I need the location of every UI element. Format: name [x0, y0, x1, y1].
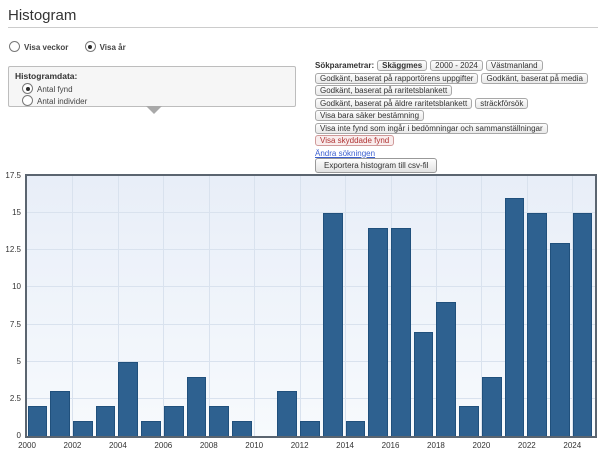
radio-icon[interactable]	[22, 95, 33, 106]
radio-icon[interactable]	[84, 41, 96, 52]
radio-antal-individer[interactable]: Antal individer	[22, 95, 295, 106]
y-tick-label: 7.5	[9, 319, 21, 329]
bar-2011	[277, 391, 298, 436]
bar-2009	[231, 421, 252, 436]
bar-2013	[322, 213, 343, 436]
h-gridline	[27, 249, 595, 251]
bar-2018	[436, 302, 457, 436]
bar-2002	[72, 421, 93, 436]
protected-findings-tag[interactable]: Visa skyddade fynd	[315, 135, 395, 146]
bar-2017	[413, 332, 434, 436]
x-tick-label: 2004	[108, 441, 127, 450]
y-tick-label: 17.5	[5, 171, 21, 180]
bar-2021	[504, 198, 525, 436]
title-separator	[8, 27, 598, 28]
v-gridline	[481, 176, 483, 436]
bar-2005	[141, 421, 161, 436]
x-tick-label: 2016	[381, 441, 400, 450]
bar-2000	[27, 406, 48, 436]
y-tick-label: 10	[12, 282, 21, 292]
h-gridline	[27, 360, 595, 362]
radio-label: Antal individer	[37, 97, 88, 106]
bar-2004	[118, 361, 139, 436]
h-gridline	[27, 212, 595, 214]
view-toggle: Visa veckor Visa år	[9, 41, 140, 52]
h-gridline	[27, 286, 595, 288]
y-tick-label: 0	[16, 431, 21, 440]
bar-2016	[391, 228, 411, 436]
filter-tag[interactable]: Godkänt, baserat på rapportörens uppgift…	[315, 72, 479, 84]
filter-tag[interactable]: Godkänt, baserat på media	[481, 72, 588, 84]
x-tick-label: 2008	[199, 441, 218, 450]
bar-2006	[163, 406, 184, 436]
page-title: Histogram	[8, 7, 77, 24]
h-gridline	[27, 323, 595, 325]
x-tick-label: 2002	[63, 441, 82, 450]
species-tag[interactable]: Skäggmes	[377, 60, 428, 71]
v-gridline	[117, 176, 119, 436]
filter-tag[interactable]: Visa bara säker bestämning	[315, 110, 425, 121]
v-gridline	[254, 176, 256, 436]
bar-2012	[300, 421, 320, 436]
bar-2020	[481, 376, 502, 436]
search-parameters-panel: Sökparametrar: Skäggmes 2000 - 2024 Västman…	[315, 55, 601, 173]
radio-visa-veckor[interactable]: Visa veckor	[9, 41, 71, 52]
x-tick-label: 2010	[245, 441, 264, 450]
x-tick-label: 2020	[472, 441, 491, 450]
region-tag[interactable]: Västmanland	[485, 60, 543, 71]
box-pointer-arrow-icon	[146, 106, 162, 114]
histogramdata-legend: Histogramdata:	[15, 71, 78, 81]
v-gridline	[208, 176, 210, 436]
v-gridline	[163, 176, 165, 436]
bar-2008	[209, 406, 229, 436]
y-tick-label: 5	[16, 356, 21, 366]
radio-label: Visa år	[99, 43, 126, 52]
radio-label: Antal fynd	[37, 85, 73, 94]
x-tick-label: 2018	[427, 441, 445, 450]
radio-icon[interactable]	[9, 41, 20, 52]
export-csv-button[interactable]: Exportera histogram till csv-fil	[315, 158, 438, 173]
radio-antal-fynd[interactable]: Antal fynd	[22, 83, 295, 94]
bar-2024	[572, 213, 593, 436]
period-tag[interactable]: 2000 - 2024	[430, 60, 483, 71]
histogram-chart: 0 2.5 5 7.5 10 12.5 15 17.5 2000 2002 2004 2006 2008…	[0, 170, 603, 458]
radio-label: Visa veckor	[24, 43, 69, 52]
bar-2022	[527, 213, 548, 436]
edit-search-link[interactable]: Ändra sökningen	[315, 148, 376, 158]
v-gridline	[72, 176, 74, 436]
x-tick-label: 2022	[517, 441, 536, 450]
x-tick-label: 2006	[154, 441, 173, 450]
bar-2001	[50, 391, 70, 436]
y-tick-label: 2.5	[9, 393, 21, 403]
v-gridline	[299, 176, 301, 436]
search-params-label: Sökparametrar:	[315, 61, 375, 70]
bar-2003	[95, 406, 116, 436]
radio-visa-ar[interactable]: Visa år	[84, 41, 126, 52]
histogramdata-box: Histogramdata: Antal fynd Antal individe…	[8, 66, 296, 107]
y-tick-label: 15	[12, 208, 21, 218]
bar-2019	[459, 406, 479, 436]
y-tick-label: 12.5	[5, 245, 21, 255]
h-gridline	[27, 397, 595, 399]
bar-2015	[368, 228, 389, 436]
x-tick-label: 2000	[18, 441, 36, 450]
filter-tag[interactable]: sträckförsök	[475, 97, 529, 109]
filter-tag[interactable]: Visa inte fynd som ingår i bedömningar o…	[315, 122, 548, 134]
bar-2014	[345, 421, 366, 436]
radio-icon[interactable]	[22, 83, 33, 94]
x-tick-label: 2014	[336, 441, 354, 450]
v-gridline	[345, 176, 347, 436]
filter-tag[interactable]: Godkänt, baserat på äldre raritetsblanke…	[315, 97, 473, 109]
x-tick-label: 2024	[563, 441, 582, 450]
plot-area	[25, 174, 597, 438]
x-tick-label: 2012	[290, 441, 309, 450]
filter-tag[interactable]: Godkänt, baserat på raritetsblankett	[315, 85, 453, 96]
bar-2023	[550, 242, 570, 436]
bar-2007	[186, 376, 207, 436]
